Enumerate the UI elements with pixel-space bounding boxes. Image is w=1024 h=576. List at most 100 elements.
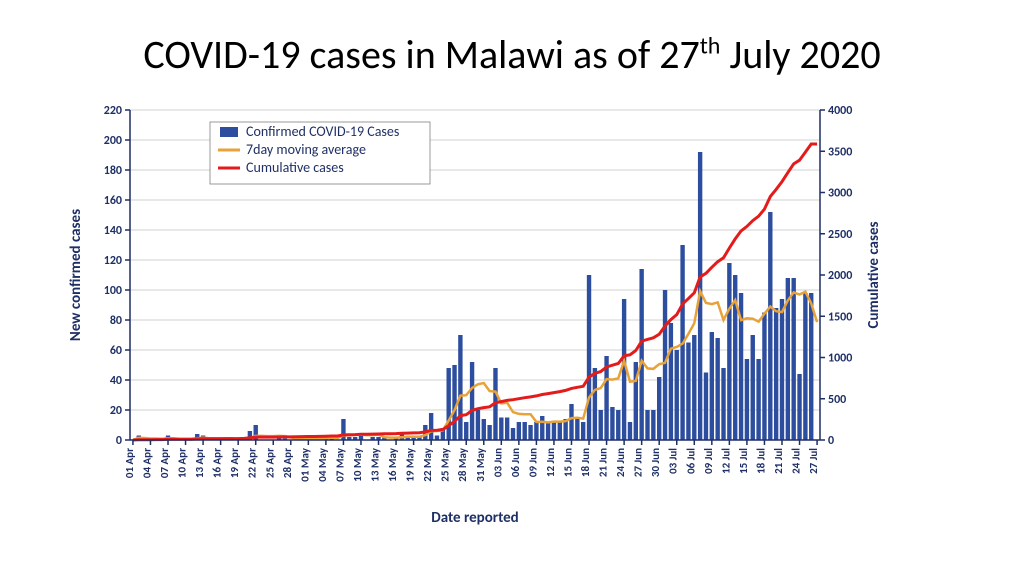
x-tick-label: 21 Jul [772, 448, 785, 474]
title-sup: th [700, 32, 721, 61]
bar [675, 350, 679, 440]
x-tick-label: 06 Jul [684, 448, 697, 474]
x-tick-label: 03 Jul [667, 448, 680, 474]
y2-tick-label: 2000 [828, 269, 852, 283]
y2-tick-label: 500 [828, 393, 846, 407]
bar [581, 422, 585, 440]
x-tick-label: 16 May [386, 447, 399, 481]
y1-tick-label: 80 [110, 314, 122, 328]
x-tick-label: 16 Apr [211, 448, 224, 478]
cumulative-line [133, 144, 817, 440]
x-tick-label: 09 Jun [526, 448, 539, 477]
page-title: COVID-19 cases in Malawi as of 27th July… [0, 30, 1024, 79]
x-tick-label: 07 Apr [158, 448, 171, 478]
bar [768, 212, 772, 440]
x-tick-label: 30 Jun [649, 448, 662, 477]
bar [756, 359, 760, 440]
legend-swatch-bar [220, 127, 238, 137]
bar [710, 332, 714, 440]
x-tick-label: 04 May [316, 447, 329, 481]
y1-tick-label: 160 [104, 194, 122, 208]
bar [791, 278, 795, 440]
y2-axis-title: Cumulative cases [865, 221, 883, 328]
x-tick-label: 24 Jun [614, 448, 627, 477]
bar [651, 410, 655, 440]
x-tick-label: 13 May [369, 447, 382, 481]
x-tick-label: 01 May [298, 447, 311, 481]
x-tick-label: 15 Jul [737, 448, 750, 474]
bar [639, 269, 643, 440]
bar [476, 410, 480, 440]
y1-tick-label: 220 [104, 104, 122, 118]
covid-chart: 0204060801001201401601802002200500100015… [60, 100, 890, 530]
y2-tick-label: 2500 [828, 228, 852, 242]
bar [540, 416, 544, 440]
bar [575, 419, 579, 440]
bar [610, 407, 614, 440]
bar [558, 422, 562, 440]
bar [780, 299, 784, 440]
legend-label: 7day moving average [246, 141, 366, 158]
y1-tick-label: 0 [116, 434, 122, 448]
x-tick-label: 04 Apr [140, 448, 153, 478]
x-tick-label: 13 Apr [193, 448, 206, 478]
bar [663, 290, 667, 440]
x-tick-label: 19 Apr [228, 448, 241, 478]
x-tick-label: 21 Jun [597, 448, 610, 477]
x-tick-label: 27 Jul [807, 448, 820, 474]
slide: COVID-19 cases in Malawi as of 27th July… [0, 0, 1024, 576]
legend-label: Cumulative cases [246, 159, 344, 176]
bar [534, 422, 538, 440]
x-tick-label: 09 Jul [702, 448, 715, 474]
bar [715, 338, 719, 440]
x-tick-label: 18 Jun [579, 448, 592, 477]
x-tick-label: 12 Jun [544, 448, 557, 477]
x-tick-label: 28 Apr [281, 448, 294, 478]
bar [692, 335, 696, 440]
bar [628, 422, 632, 440]
x-tick-label: 15 Jun [561, 448, 574, 477]
x-tick-label: 31 May [474, 447, 487, 481]
bar [552, 422, 556, 440]
x-tick-label: 28 May [456, 447, 469, 481]
x-tick-label: 22 May [421, 447, 434, 481]
y1-tick-label: 60 [110, 344, 122, 358]
bars [137, 152, 814, 440]
y2-tick-label: 1500 [828, 310, 852, 324]
x-tick-label: 18 Jul [754, 448, 767, 474]
x-tick-label: 22 Apr [246, 448, 259, 478]
x-tick-label: 25 May [439, 447, 452, 481]
y2-tick-label: 3500 [828, 145, 852, 159]
x-tick-label: 10 Apr [176, 448, 189, 478]
bar [505, 418, 509, 441]
bar [470, 362, 474, 440]
x-tick-label: 27 Jun [632, 448, 645, 477]
x-tick-label: 07 May [333, 447, 346, 481]
bar [686, 343, 690, 441]
y1-axis-title: New confirmed cases [67, 209, 85, 341]
y1-tick-label: 120 [104, 254, 122, 268]
y2-tick-label: 0 [828, 434, 834, 448]
bar [487, 425, 491, 440]
x-tick-label: 25 Apr [263, 448, 276, 478]
title-post: July 2020 [720, 30, 880, 79]
y1-tick-label: 180 [104, 164, 122, 178]
bar [669, 323, 673, 440]
bar [452, 365, 456, 440]
bar [523, 422, 527, 440]
bar [528, 425, 532, 440]
y1-tick-label: 20 [110, 404, 122, 418]
bar [751, 335, 755, 440]
bar [464, 422, 468, 440]
y1-tick-label: 140 [104, 224, 122, 238]
bar [645, 410, 649, 440]
bar [546, 422, 550, 440]
bar [803, 293, 807, 440]
x-axis-title: Date reported [431, 509, 518, 527]
bar [727, 263, 731, 440]
bar [657, 377, 661, 440]
bar [446, 368, 450, 440]
bar [599, 410, 603, 440]
x-tick-label: 01 Apr [123, 448, 136, 478]
bar [745, 359, 749, 440]
